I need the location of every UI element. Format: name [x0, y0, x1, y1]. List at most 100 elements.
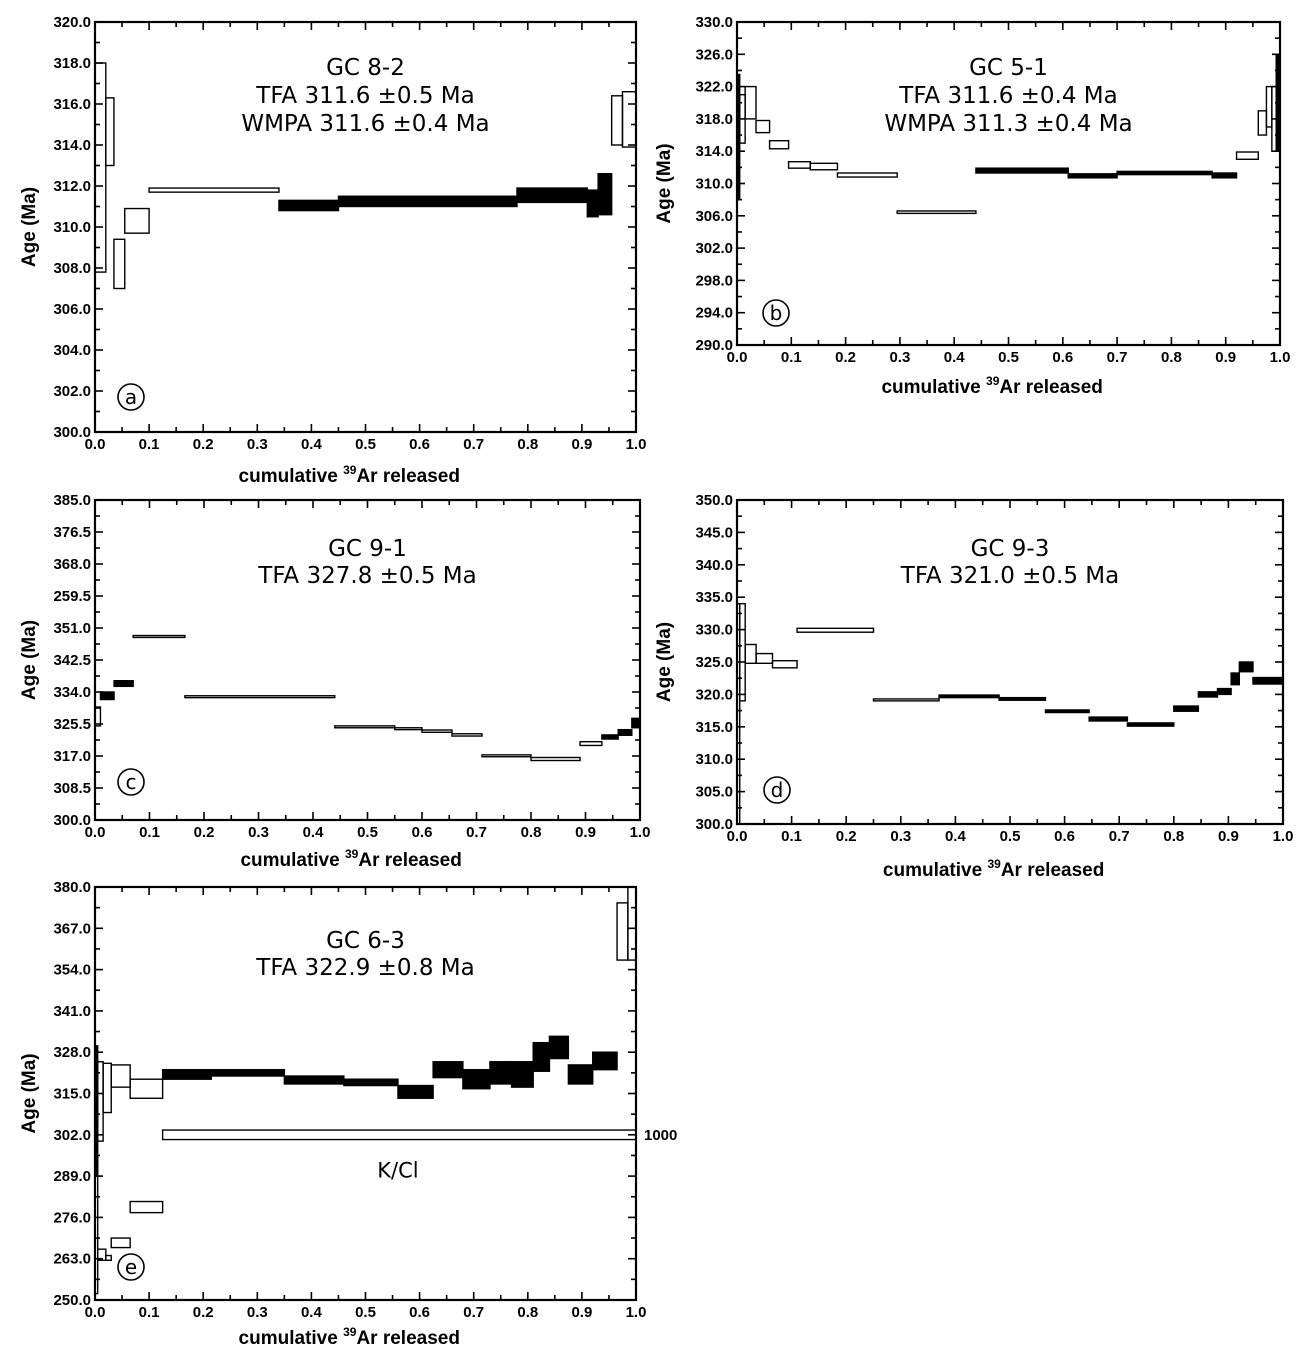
x-axis-label: cumulative 39Ar released — [239, 463, 460, 487]
panel-a: 300.0 302.0 304.0 306.0 308.0 310.0 312.0 314.0… — [19, 14, 646, 487]
panel-title-line: WMPA 311.6 ±0.4 Ma — [241, 111, 489, 137]
panel-title-line: TFA 311.6 ±0.5 Ma — [255, 83, 474, 109]
y-tick-label: 250.0 — [53, 1292, 91, 1309]
y-tick-label: 368.0 — [53, 556, 91, 573]
x-axis-label-suffix: Ar released — [358, 850, 462, 871]
age-step — [616, 902, 629, 961]
plateau-step — [432, 1061, 464, 1079]
y-tick-label: 354.0 — [53, 962, 91, 979]
x-tick-label: 0.3 — [890, 828, 911, 845]
x-axis-label-prefix: cumulative — [239, 1328, 344, 1349]
x-tick-label: 0.0 — [85, 1304, 106, 1321]
y-tick-label: 328.0 — [53, 1044, 91, 1061]
y-tick-label: 325.0 — [695, 654, 733, 671]
panel-title-line: TFA 311.6 ±0.4 Ma — [898, 83, 1117, 109]
panel-letter: d — [771, 778, 784, 802]
panel-title-line: GC 9-3 — [971, 536, 1050, 562]
panel-title-line: TFA 327.8 ±0.5 Ma — [257, 563, 476, 589]
kcl-step — [105, 1254, 112, 1261]
plateau-step — [617, 728, 633, 736]
plot-frame — [93, 885, 638, 1302]
x-axis-label-prefix: cumulative — [881, 377, 986, 398]
x-tick-label: 1.0 — [626, 1304, 647, 1321]
y-tick-label: 316.0 — [53, 96, 91, 113]
plateau-step — [548, 1035, 570, 1060]
y-tick-label: 310.0 — [695, 176, 733, 193]
x-tick-label: 0.4 — [303, 824, 325, 841]
age-step — [744, 643, 757, 664]
x-tick-label: 0.4 — [945, 828, 967, 845]
y-tick-label: 367.0 — [53, 920, 91, 937]
x-tick-label: 0.0 — [727, 828, 748, 845]
x-tick-label: 1.0 — [1270, 349, 1291, 366]
age-step — [610, 95, 624, 146]
plateau-step — [510, 1061, 534, 1088]
y-tick-label: 306.0 — [53, 301, 91, 318]
plateau-step — [343, 1078, 399, 1087]
panel-title-line: GC 9-1 — [328, 536, 407, 562]
y-tick-label: 298.0 — [695, 272, 733, 289]
panel-letter-circle — [117, 383, 145, 411]
y-tick-label: 302.0 — [53, 383, 91, 400]
x-tick-label: 0.5 — [355, 1304, 376, 1321]
y-tick-label: 385.0 — [53, 492, 91, 509]
plateau-step — [1211, 172, 1238, 179]
y-tick-label: 315.0 — [53, 1086, 91, 1103]
plateau-step — [516, 187, 589, 204]
y-tick-label: 302.0 — [53, 1127, 91, 1144]
x-tick-label: 0.7 — [1109, 828, 1130, 845]
x-tick-label: 0.8 — [1163, 828, 1184, 845]
x-tick-label: 0.9 — [575, 824, 596, 841]
plot-frame — [93, 20, 638, 434]
plateau-step — [567, 1064, 594, 1085]
age-step — [872, 698, 940, 702]
plateau-step — [283, 1075, 345, 1085]
x-tick-label: 0.8 — [517, 436, 538, 453]
x-tick-label: 0.0 — [85, 824, 106, 841]
x-tick-label: 0.3 — [247, 436, 268, 453]
plateau-step — [337, 195, 518, 208]
age-step — [1257, 110, 1268, 136]
panel-letter-circle — [117, 768, 145, 796]
y-tick-label: 320.0 — [53, 14, 91, 31]
y-tick-label: 302.0 — [695, 240, 733, 257]
y-tick-label: 326.0 — [695, 46, 733, 63]
age-step — [102, 1062, 112, 1114]
x-tick-label: 0.7 — [463, 1304, 484, 1321]
plateau-step — [210, 1068, 286, 1077]
y-tick-label: 314.0 — [695, 143, 733, 160]
age-step — [334, 725, 396, 729]
panel-d: 300.0 305.0 310.0 315.0 320.0 325.0 330.0 335.0… — [654, 492, 1293, 881]
y-tick-label: 322.0 — [695, 79, 733, 96]
x-tick-label: 0.4 — [301, 436, 323, 453]
y-tick-label: 259.5 — [53, 588, 91, 605]
x-axis-label-superscript: 39 — [343, 1325, 357, 1339]
plot-frame — [735, 498, 1285, 826]
panel-b: 290.0 294.0 298.0 302.0 306.0 310.0 314.0 318.0… — [654, 14, 1290, 398]
y-tick-label: 325.5 — [53, 716, 91, 733]
age-step — [621, 90, 637, 148]
plateau-step — [1088, 716, 1129, 722]
y-tick-label: 306.0 — [695, 208, 733, 225]
x-axis-label-superscript: 39 — [345, 847, 359, 861]
age-step — [113, 238, 126, 290]
x-tick-label: 0.8 — [521, 824, 542, 841]
age-step — [132, 634, 186, 639]
plateau-step — [1216, 687, 1232, 696]
plateau-step — [397, 1084, 434, 1099]
x-axis-label-suffix: Ar released — [999, 377, 1103, 398]
x-axis-label-superscript: 39 — [343, 463, 357, 477]
y-tick-label: 318.0 — [695, 111, 733, 128]
age-step — [744, 85, 757, 120]
panel-letter: a — [125, 385, 137, 409]
x-tick-label: 1.0 — [626, 436, 647, 453]
plateau-step — [99, 691, 115, 701]
panel-letter: e — [125, 1255, 137, 1279]
age-step — [481, 754, 532, 758]
x-tick-label: 0.6 — [412, 824, 433, 841]
y-tick-label: 318.0 — [53, 55, 91, 72]
kcl-label: K/Cl — [377, 1159, 418, 1183]
age-step — [184, 695, 336, 699]
x-axis-label-suffix: Ar released — [1001, 860, 1105, 881]
y-axis-label: Age (Ma) — [19, 187, 40, 267]
